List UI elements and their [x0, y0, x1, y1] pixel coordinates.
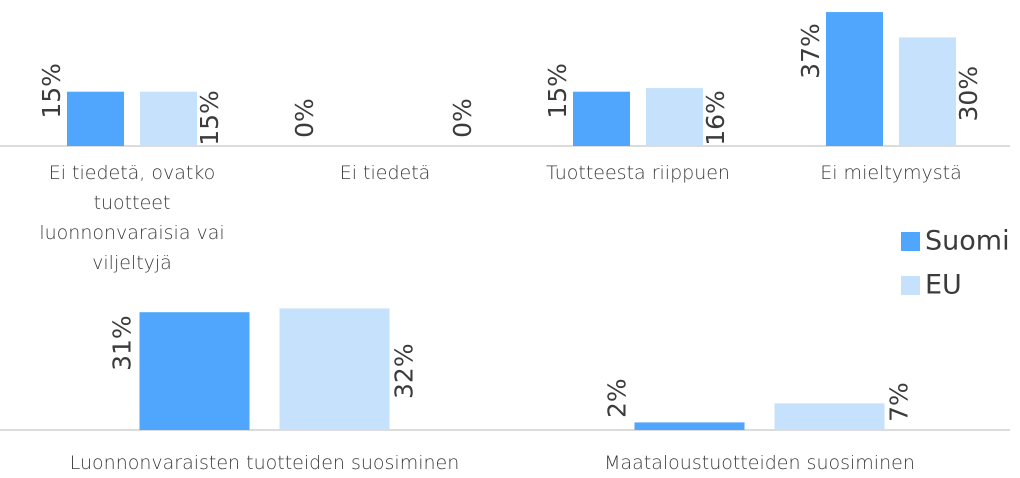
value-label: 15% [543, 63, 572, 119]
value-label: 31% [108, 315, 137, 371]
x-tick-label: Ei tiedetä, ovatko tuotteet luonnonvarai… [39, 162, 225, 274]
value-label: 2% [603, 378, 632, 418]
x-tick-label: Maataloustuotteiden suosiminen [604, 452, 915, 474]
bar [279, 308, 390, 430]
bar [634, 422, 745, 430]
value-label: 7% [885, 382, 914, 422]
value-label: 37% [796, 23, 825, 79]
legend-swatch [901, 276, 920, 295]
x-tick-label: Ei mieltymystä [820, 162, 962, 184]
bar [573, 91, 630, 146]
bar [67, 91, 124, 146]
bar [774, 403, 885, 430]
value-label: 16% [701, 90, 730, 146]
x-tick-label: Ei tiedetä [339, 162, 431, 184]
bar [826, 12, 883, 147]
value-label: 30% [954, 66, 983, 122]
bar [646, 88, 703, 146]
value-label: 15% [37, 63, 66, 119]
x-tick-label: Luonnonvaraisten tuotteiden suosiminen [69, 452, 460, 474]
value-label: 0% [448, 98, 477, 138]
bar [899, 37, 956, 146]
value-label: 0% [290, 98, 319, 138]
legend-label: Suomi [925, 226, 1010, 257]
bar [140, 91, 197, 146]
value-label: 15% [195, 90, 224, 146]
legend-swatch [901, 232, 920, 251]
legend-label: EU [925, 270, 962, 301]
value-label: 32% [390, 343, 419, 399]
x-tick-label: Tuotteesta riippuen [546, 162, 730, 184]
bar [139, 312, 250, 430]
